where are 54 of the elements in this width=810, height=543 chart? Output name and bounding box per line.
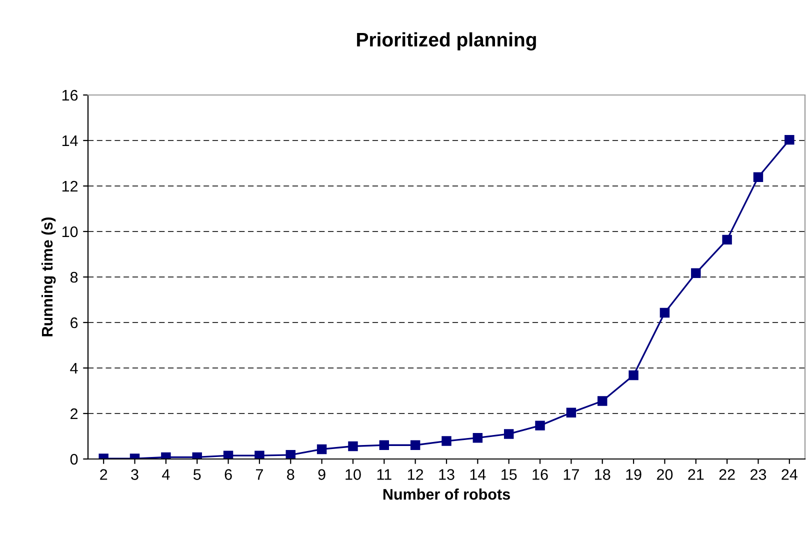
x-tick-label: 22: [719, 469, 735, 480]
point: [660, 308, 670, 318]
x-tick-label: 6: [224, 469, 232, 480]
y-axis-title: Running time (s): [41, 218, 56, 336]
x-tick-label: 20: [656, 469, 673, 480]
point: [784, 134, 794, 145]
point: [472, 432, 483, 443]
y-tick-label: 8: [70, 272, 78, 283]
y-tick-label: 14: [62, 136, 78, 146]
point: [348, 441, 358, 452]
x-tick-label: 18: [595, 469, 610, 480]
point: [598, 396, 608, 406]
point: [535, 420, 545, 430]
point: [379, 440, 390, 450]
x-axis-title: Number of robots: [383, 488, 510, 500]
y-tick-label: 0: [70, 454, 78, 465]
y-tick-label: 4: [70, 363, 78, 374]
x-tick-label: 15: [502, 469, 517, 480]
x-tick-label: 16: [532, 469, 548, 480]
point: [753, 172, 764, 182]
x-tick-label: 9: [318, 469, 326, 480]
x-tick-label: 8: [287, 469, 294, 480]
y-tick-label: 16: [62, 90, 78, 101]
x-tick-label: 13: [439, 469, 454, 480]
point: [254, 450, 264, 459]
y-tick-label: 12: [62, 180, 78, 192]
point: [223, 450, 234, 459]
x-tick-label: 14: [470, 469, 486, 480]
x-tick-label: 24: [782, 469, 798, 480]
x-tick-label: 10: [346, 469, 361, 480]
x-tick-label: 17: [564, 469, 579, 480]
point: [442, 436, 452, 446]
x-tick-label: 4: [162, 469, 170, 480]
y-tick-label: 10: [62, 226, 78, 238]
x-tick-label: 3: [131, 469, 138, 480]
point: [566, 408, 576, 418]
point: [628, 370, 638, 380]
x-tick-label: 11: [377, 469, 392, 480]
x-tick-label: 12: [408, 469, 424, 480]
y-tick-label: 6: [70, 317, 78, 328]
x-tick-label: 2: [100, 469, 108, 480]
x-tick-label: 19: [626, 469, 642, 480]
point: [286, 450, 296, 459]
x-tick-label: 7: [256, 469, 263, 480]
point: [691, 268, 701, 278]
point: [722, 234, 732, 245]
y-tick-label: 2: [70, 408, 78, 420]
x-tick-label: 5: [193, 469, 201, 480]
point: [410, 440, 420, 450]
point: [504, 429, 514, 439]
x-tick-label: 23: [750, 469, 766, 480]
point: [316, 444, 327, 454]
chart-title: Prioritized planning: [357, 32, 536, 51]
x-tick-label: 21: [688, 469, 704, 480]
